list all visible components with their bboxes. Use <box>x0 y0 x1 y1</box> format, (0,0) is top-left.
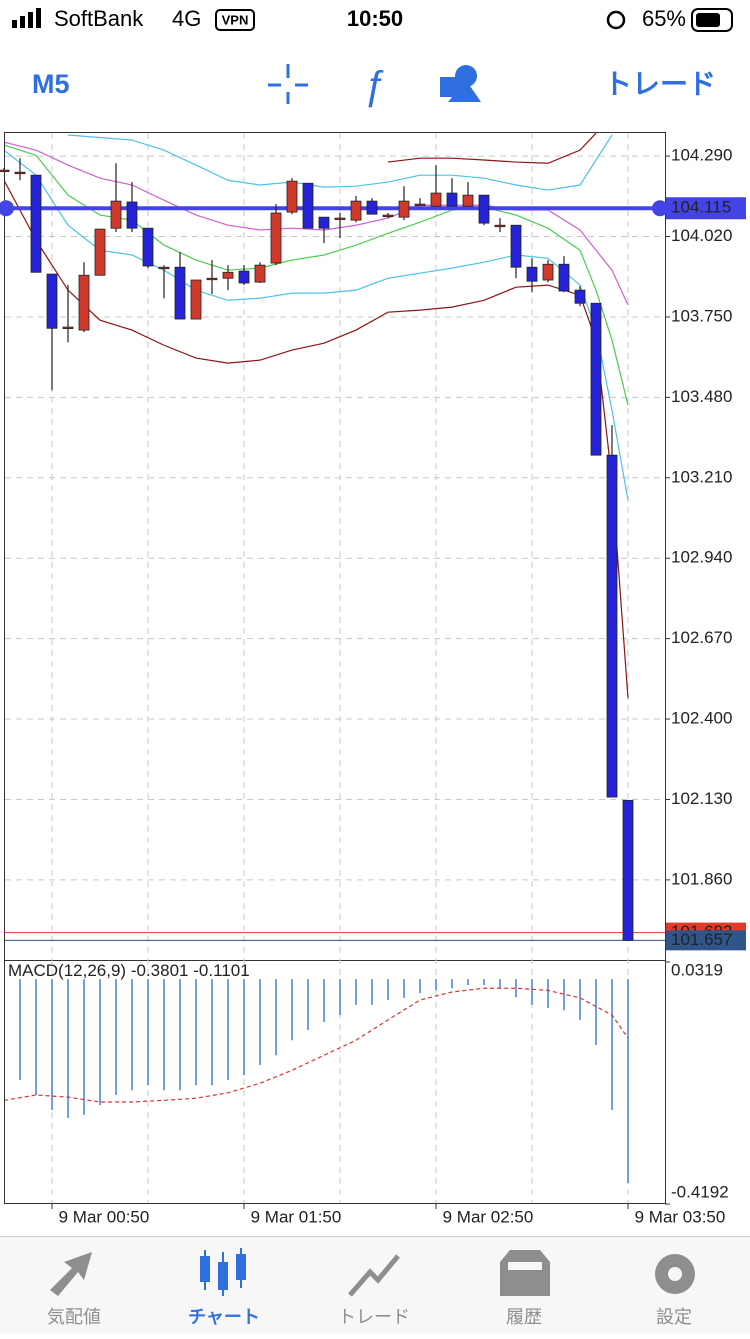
indicator-label-part: MACD(12,26,9) <box>8 961 126 980</box>
x-tick-label: 9 Mar 03:50 <box>635 1207 726 1226</box>
vpn: VPN <box>222 12 249 27</box>
timeframe-button[interactable]: M5 <box>32 69 70 99</box>
price-label-box <box>666 197 746 220</box>
candle-body <box>174 266 186 320</box>
candle-body <box>270 212 282 264</box>
tab-label[interactable]: トレード <box>338 1307 410 1327</box>
crosshair-button[interactable] <box>268 64 308 104</box>
candle-body <box>398 200 410 218</box>
candle-body <box>382 214 394 217</box>
x-tick-label: 9 Mar 01:50 <box>251 1207 342 1226</box>
candle-body <box>158 266 170 270</box>
candle-body <box>318 216 330 229</box>
tab-label[interactable]: 設定 <box>656 1307 692 1327</box>
indicator-line <box>5 150 629 501</box>
candle-body <box>286 180 298 213</box>
carrier: SoftBank <box>54 6 144 31</box>
bid-label: 101.657 <box>671 930 732 949</box>
y-tick-label: 103.480 <box>671 387 732 406</box>
tab-bar: 気配値 チャート トレード 履歴 設定 <box>0 1236 750 1334</box>
candle-body <box>462 194 474 207</box>
candle-body <box>142 227 154 267</box>
indicator-line <box>67 134 613 191</box>
indicators-button[interactable]: ƒ <box>363 64 385 110</box>
tab-label[interactable]: 履歴 <box>506 1307 542 1327</box>
price-line-handle[interactable] <box>0 200 14 217</box>
candle-body <box>62 326 74 329</box>
candle-body <box>190 279 202 320</box>
indicator-label-part: -0.1101 <box>193 961 249 980</box>
candle-body <box>590 302 602 456</box>
price-label: 104.115 <box>671 198 731 217</box>
candle-body <box>542 263 554 281</box>
objects-button[interactable] <box>440 65 481 102</box>
x-tick-label: 9 Mar 02:50 <box>443 1207 534 1226</box>
candle-body <box>254 264 266 283</box>
y-tick-label: 102.670 <box>671 628 732 647</box>
indicator-label: MACD(12,26,9) -0.3801 -0.1101 <box>8 961 250 980</box>
candle-body <box>14 171 26 175</box>
y-tick-label: 102.940 <box>671 548 732 567</box>
candle-body <box>558 263 570 292</box>
candle-body <box>622 799 634 941</box>
candle-body <box>414 203 426 206</box>
signal-line <box>5 987 629 1103</box>
status-bar: SoftBank 4G VPN 10:50 65% <box>12 6 733 32</box>
y-tick-label: 101.860 <box>671 869 732 888</box>
candle-body <box>206 277 218 281</box>
price-line-handle[interactable] <box>652 200 668 217</box>
y-tick-label: 102.400 <box>671 709 732 728</box>
candle-body <box>334 217 346 220</box>
candle-body <box>0 169 10 173</box>
trade-button[interactable]: トレード <box>604 68 716 99</box>
indicator-label-part: -0.3801 <box>131 961 189 980</box>
candle-body <box>94 228 106 276</box>
network: 4G <box>172 6 201 31</box>
x-tick-label: 9 Mar 00:50 <box>59 1207 150 1226</box>
candle-body <box>526 266 538 282</box>
candle-body <box>478 194 490 224</box>
tab-label[interactable]: 気配値 <box>47 1307 101 1327</box>
y-tick-label: 104.290 <box>671 146 732 165</box>
candle-body <box>222 271 234 279</box>
y-tick-label: -0.4192 <box>671 1182 729 1201</box>
y-tick-label: 104.020 <box>671 226 732 245</box>
candle-body <box>574 289 586 304</box>
chart-frame <box>4 132 666 1204</box>
y-tick-label: 103.210 <box>671 467 732 486</box>
candle-body <box>46 273 58 329</box>
candle-body <box>126 201 138 229</box>
candle-body <box>494 224 506 228</box>
candle-body <box>350 200 362 221</box>
candle-body <box>430 192 442 207</box>
y-tick-label: 102.130 <box>671 789 732 808</box>
candle-body <box>302 182 314 229</box>
toolbar: M5 ƒ トレード <box>32 64 716 110</box>
clock: 10:50 <box>347 6 403 31</box>
y-tick-label: 0.0319 <box>671 960 723 979</box>
tab-label[interactable]: チャート <box>188 1307 260 1327</box>
candle-body <box>510 224 522 268</box>
candle-body <box>238 270 250 284</box>
y-tick-label: 103.750 <box>671 306 732 325</box>
candle-body <box>78 274 90 331</box>
indicator-line <box>387 133 597 164</box>
candle-body <box>606 454 618 798</box>
battery-level: 65% <box>642 6 686 31</box>
candle-body <box>366 200 378 215</box>
candle-body <box>30 174 42 273</box>
candle-body <box>446 192 458 207</box>
bid-label-box <box>666 930 746 951</box>
candle-body <box>110 200 122 229</box>
